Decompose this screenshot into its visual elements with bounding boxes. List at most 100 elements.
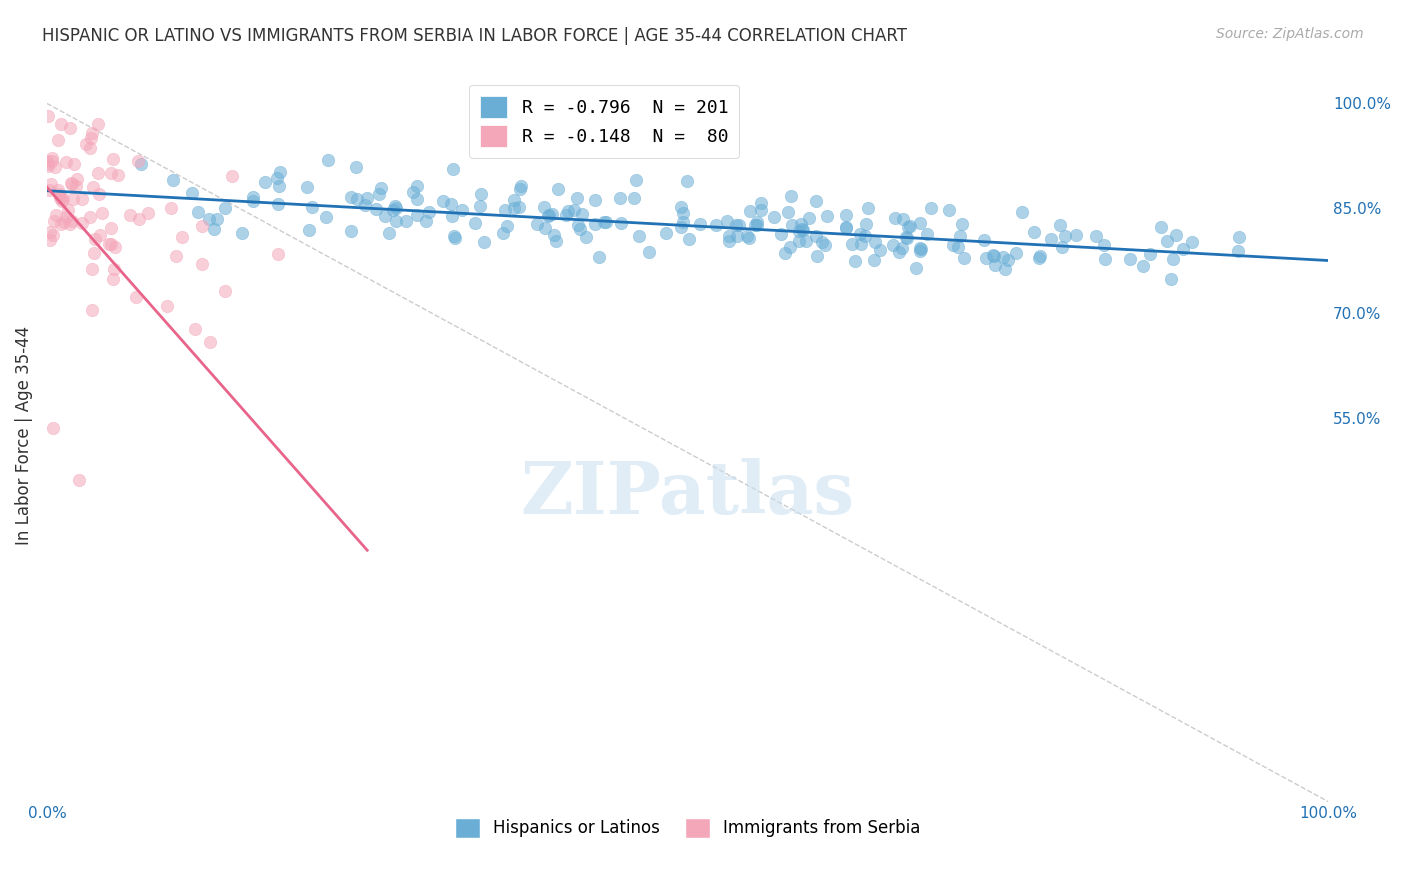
Point xyxy=(80,131,103,145)
Point xyxy=(1094,252,1116,267)
Point xyxy=(1049,218,1071,232)
Point xyxy=(704,218,727,232)
Point xyxy=(70,217,93,231)
Point xyxy=(595,215,617,229)
Point xyxy=(849,237,872,252)
Point xyxy=(1028,251,1050,265)
Point xyxy=(87,117,110,131)
Point xyxy=(51,117,73,131)
Point xyxy=(495,219,517,233)
Point xyxy=(789,217,811,231)
Point xyxy=(297,180,319,194)
Point xyxy=(671,219,693,234)
Point xyxy=(75,136,97,151)
Point xyxy=(910,242,932,256)
Point xyxy=(315,210,337,224)
Point xyxy=(910,244,932,259)
Point xyxy=(464,216,486,230)
Point xyxy=(120,208,142,222)
Point xyxy=(588,250,610,264)
Point xyxy=(1160,272,1182,286)
Point xyxy=(44,214,66,228)
Point xyxy=(938,203,960,218)
Point xyxy=(716,214,738,228)
Point xyxy=(49,191,72,205)
Point xyxy=(891,212,914,227)
Point xyxy=(1139,247,1161,261)
Point xyxy=(855,218,877,232)
Point xyxy=(374,209,396,223)
Point xyxy=(444,230,467,244)
Point xyxy=(526,217,548,231)
Text: HISPANIC OR LATINO VS IMMIGRANTS FROM SERBIA IN LABOR FORCE | AGE 35-44 CORRELAT: HISPANIC OR LATINO VS IMMIGRANTS FROM SE… xyxy=(42,27,907,45)
Point xyxy=(841,237,863,252)
Point xyxy=(492,226,515,240)
Point xyxy=(79,211,101,225)
Point xyxy=(62,157,84,171)
Point xyxy=(655,227,678,241)
Point xyxy=(242,190,264,204)
Point xyxy=(1053,228,1076,243)
Point xyxy=(190,219,212,233)
Point xyxy=(814,238,837,252)
Point xyxy=(557,203,579,218)
Point xyxy=(160,201,183,215)
Point xyxy=(858,202,880,216)
Point xyxy=(45,208,67,222)
Point xyxy=(747,215,769,229)
Point xyxy=(191,257,214,271)
Point xyxy=(976,251,998,265)
Point xyxy=(689,217,711,231)
Point xyxy=(384,213,406,227)
Point xyxy=(51,217,73,231)
Point xyxy=(440,209,463,223)
Point xyxy=(770,227,793,242)
Point xyxy=(39,226,62,240)
Point xyxy=(789,234,811,248)
Point xyxy=(242,194,264,209)
Point xyxy=(269,165,291,179)
Point xyxy=(1085,228,1108,243)
Point xyxy=(364,202,387,217)
Point xyxy=(1050,240,1073,254)
Point xyxy=(214,201,236,215)
Point xyxy=(744,218,766,232)
Point xyxy=(91,206,114,220)
Point xyxy=(101,271,124,285)
Point xyxy=(301,200,323,214)
Point xyxy=(443,229,465,244)
Point xyxy=(778,205,800,219)
Point xyxy=(562,203,585,218)
Point xyxy=(898,219,921,233)
Point xyxy=(638,245,661,260)
Point xyxy=(65,178,87,193)
Point xyxy=(318,153,340,167)
Point xyxy=(59,217,82,231)
Point xyxy=(794,234,817,248)
Point xyxy=(136,206,159,220)
Point xyxy=(51,190,73,204)
Point xyxy=(896,231,918,245)
Point xyxy=(779,240,801,254)
Point xyxy=(547,182,569,196)
Point xyxy=(544,234,567,248)
Point xyxy=(543,228,565,243)
Point xyxy=(100,221,122,235)
Point xyxy=(451,202,474,217)
Legend: Hispanics or Latinos, Immigrants from Serbia: Hispanics or Latinos, Immigrants from Se… xyxy=(449,811,927,845)
Point xyxy=(62,192,84,206)
Point xyxy=(799,211,821,225)
Point xyxy=(60,214,83,228)
Point xyxy=(887,245,910,260)
Point xyxy=(567,191,589,205)
Point xyxy=(533,220,555,235)
Point xyxy=(1118,252,1140,266)
Point xyxy=(672,215,695,229)
Point xyxy=(214,284,236,298)
Point xyxy=(100,166,122,180)
Point xyxy=(41,151,63,165)
Point xyxy=(346,192,368,206)
Point xyxy=(738,230,761,244)
Point xyxy=(1227,230,1250,244)
Point xyxy=(567,218,589,232)
